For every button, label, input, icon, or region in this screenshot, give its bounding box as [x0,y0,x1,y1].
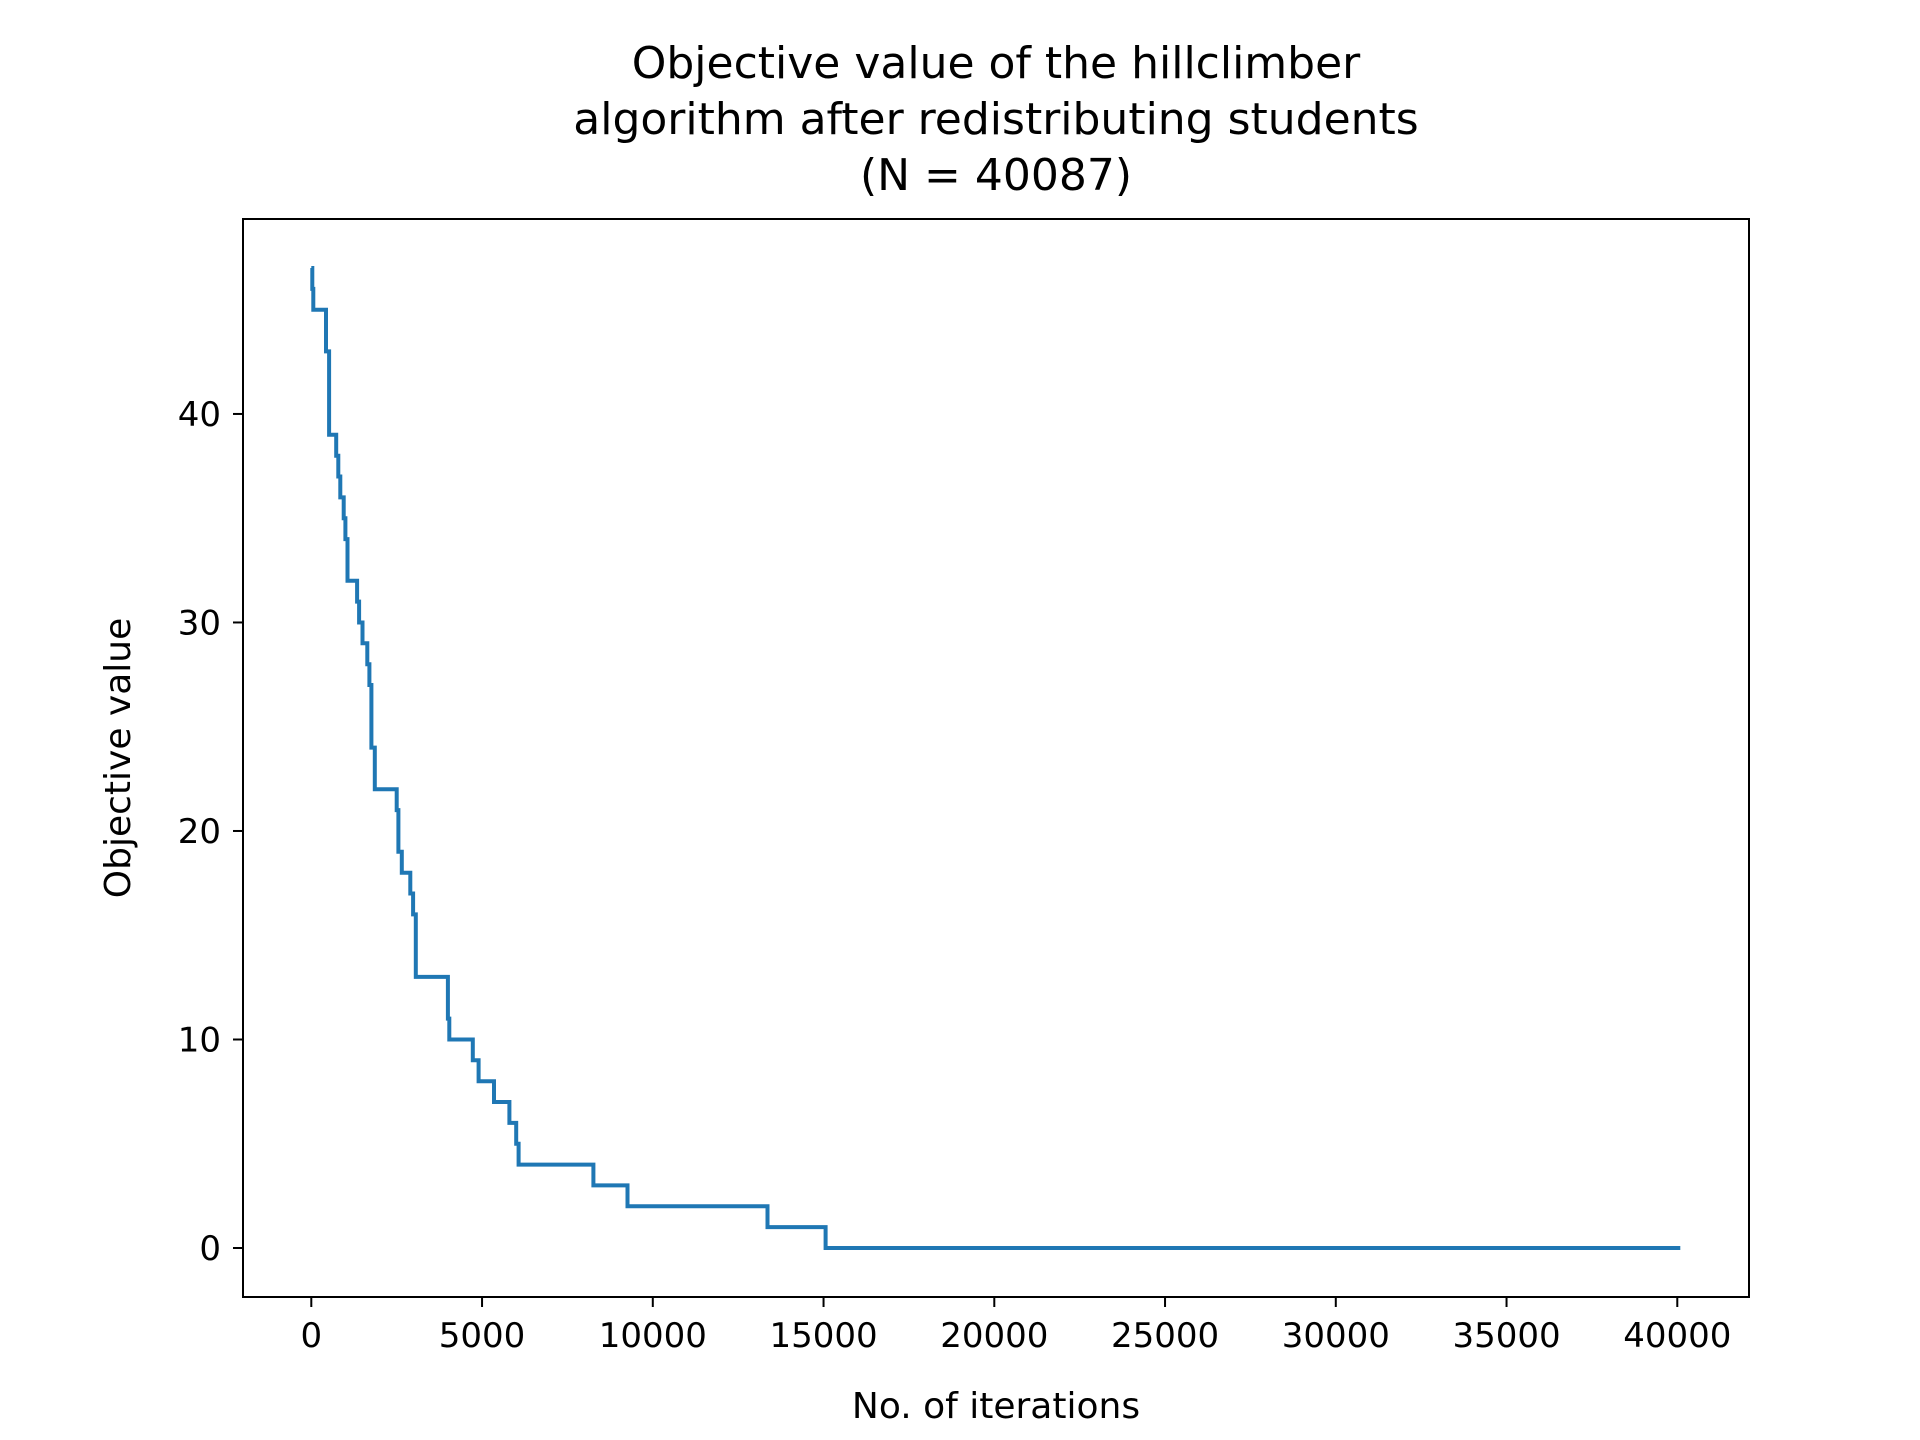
x-tick-label: 10000 [599,1316,707,1356]
x-tick-label: 40000 [1623,1316,1731,1356]
chart-title-line-3: (N = 40087) [860,150,1132,201]
series-line-0 [310,266,1681,1250]
y-tick-label: 0 [199,1229,221,1269]
y-axis-label: Objective value [98,618,139,898]
x-axis-label: No. of iterations [852,1386,1140,1427]
x-tick-label: 35000 [1452,1316,1560,1356]
chart-title-line-2: algorithm after redistributing students [573,94,1418,145]
chart-title-line-1: Objective value of the hillclimber [632,38,1361,89]
x-tick-label: 20000 [940,1316,1048,1356]
plot-frame [242,218,1750,1298]
x-tick-label: 5000 [439,1316,526,1356]
y-tick-label: 40 [178,395,221,435]
y-tick-label: 20 [178,812,221,852]
x-tick-label: 0 [300,1316,322,1356]
x-tick-label: 15000 [769,1316,877,1356]
plot-area [310,266,1681,1250]
x-tick-label: 25000 [1111,1316,1219,1356]
x-tick-label: 30000 [1282,1316,1390,1356]
x-axis: 0 5000 10000 15000 20000 25000 30000 35000 40000 [300,1297,1731,1356]
chart-title: Objective value of the hillclimber algor… [573,38,1418,201]
y-tick-label: 10 [178,1020,221,1060]
y-axis: 0 10 20 30 40 [178,395,243,1269]
y-tick-label: 30 [178,603,221,643]
